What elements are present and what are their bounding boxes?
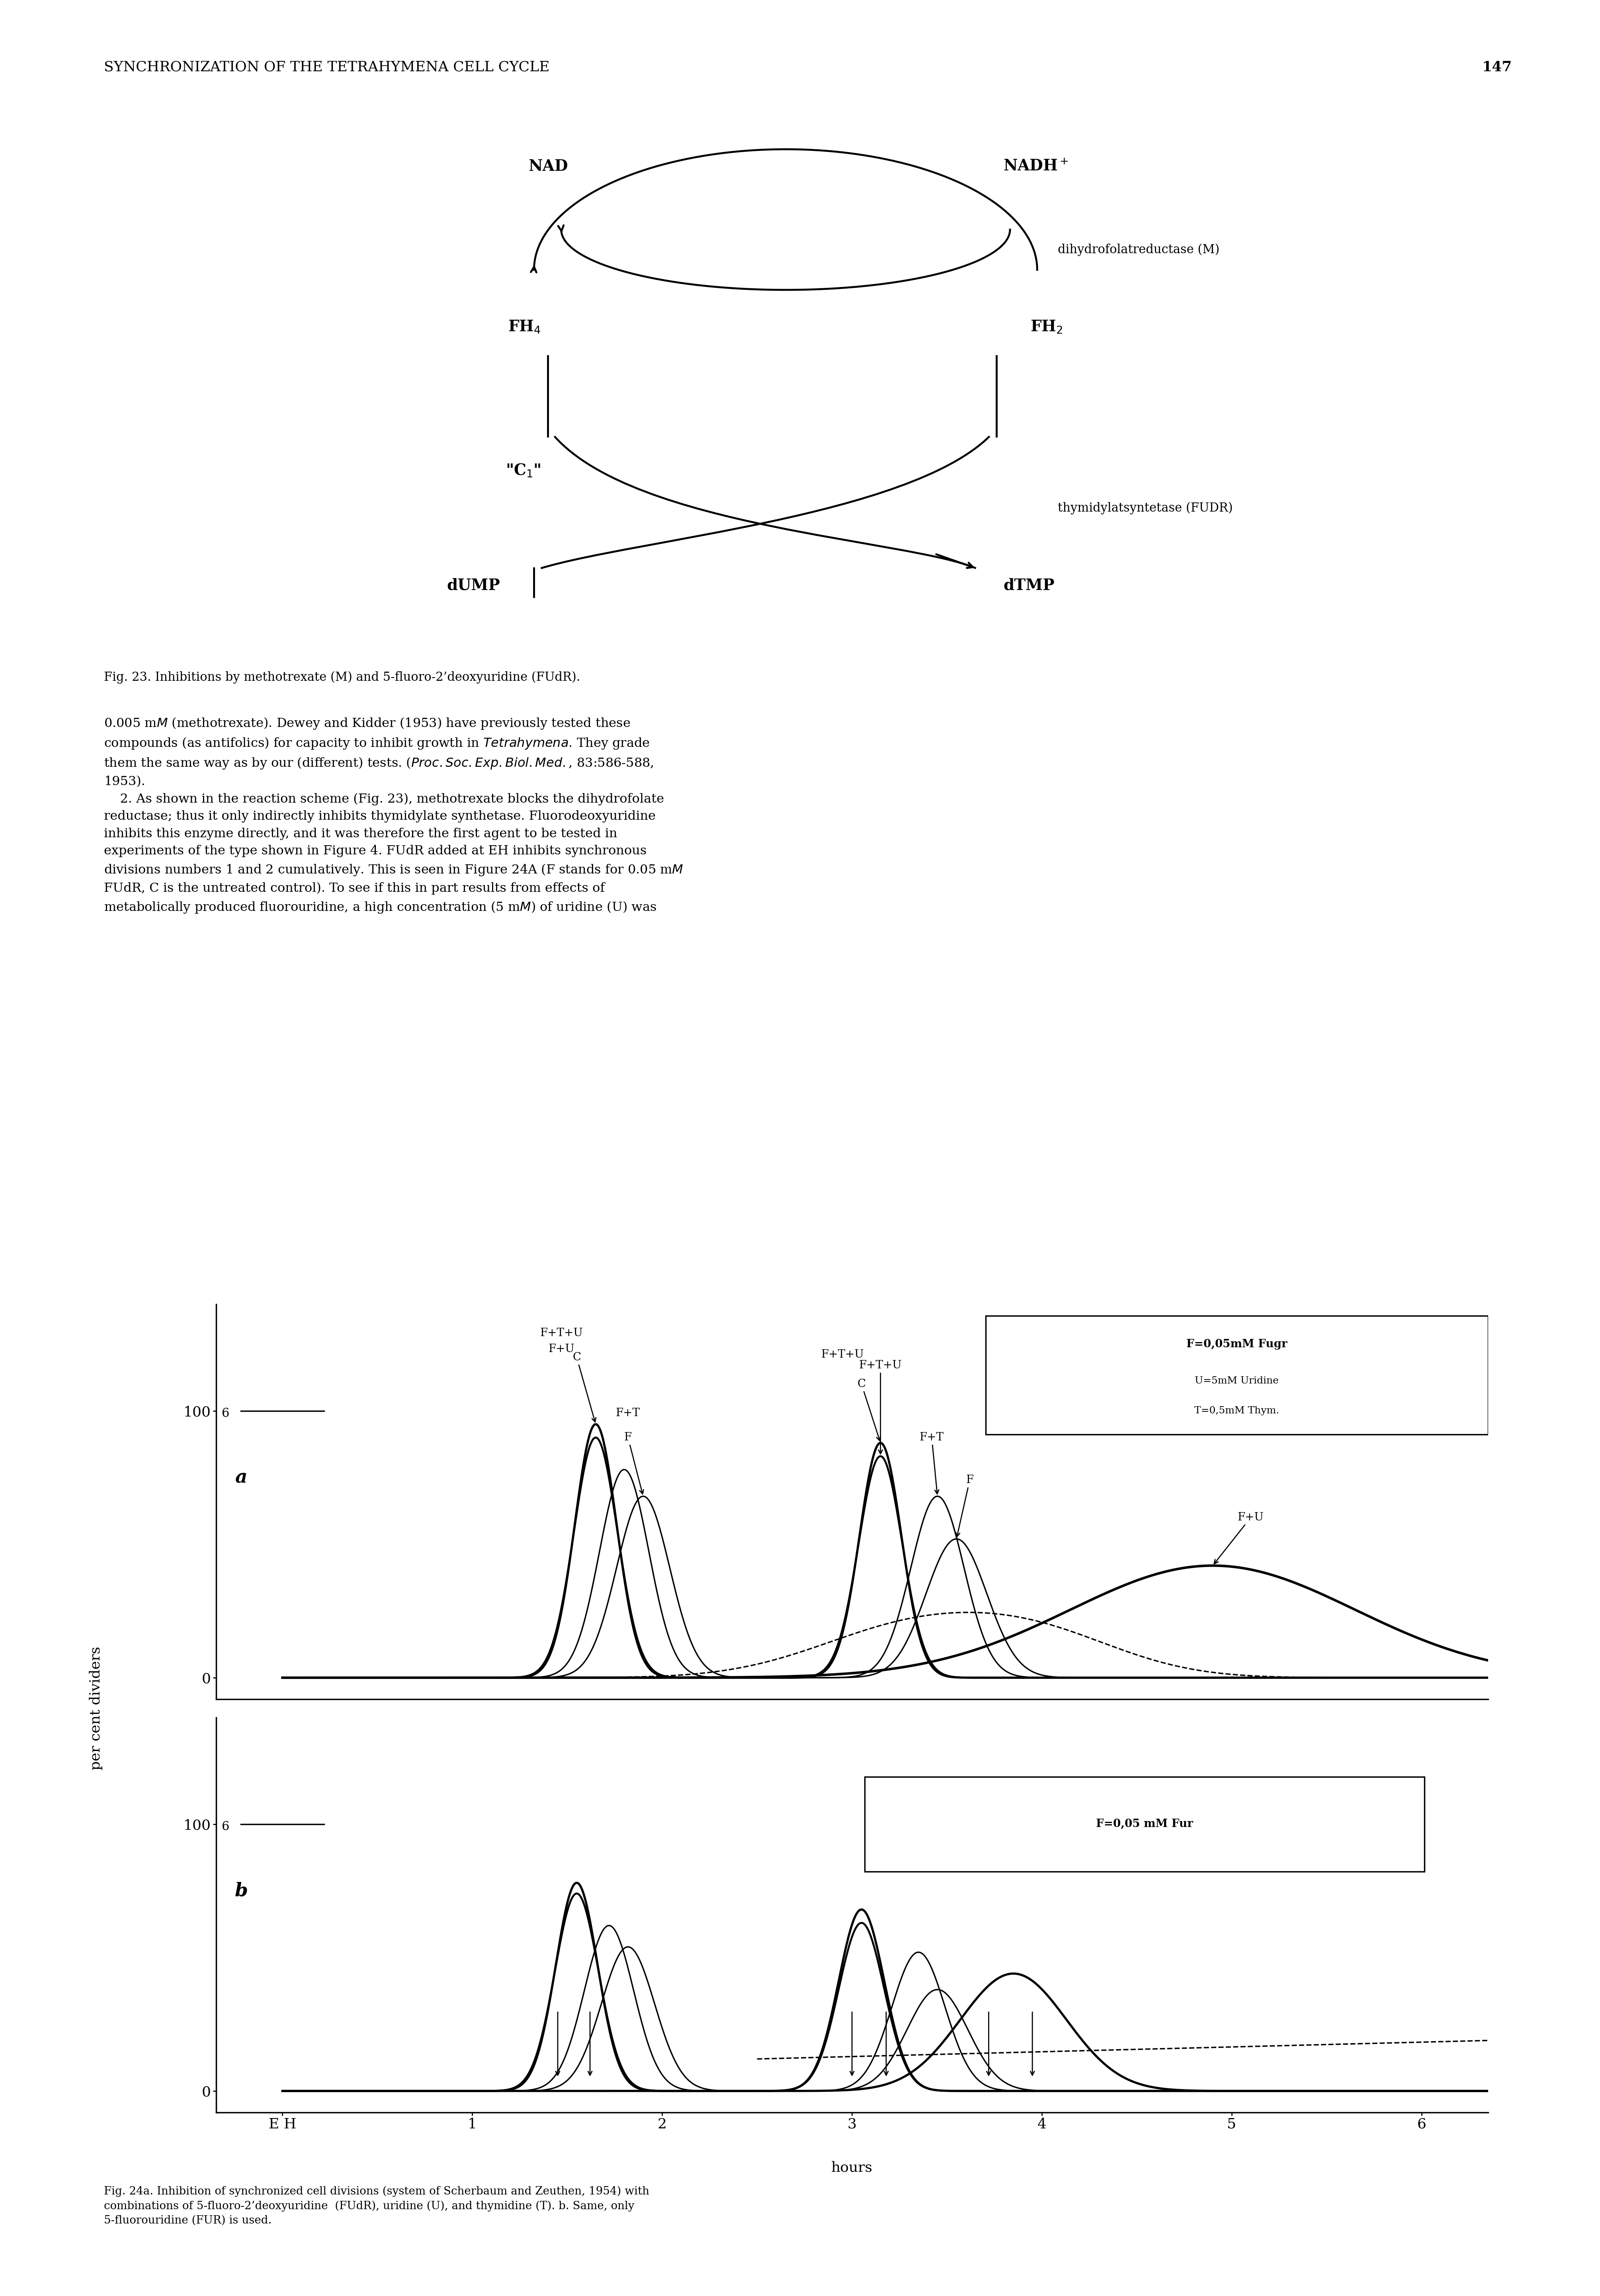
Text: F+T+U: F+T+U [859,1359,902,1453]
Text: FH$_2$: FH$_2$ [1030,319,1062,335]
Text: F: F [955,1474,973,1536]
Text: NAD: NAD [528,158,568,174]
Text: per cent dividers: per cent dividers [90,1646,102,1770]
Text: 0.005 m$\mathit{M}$ (methotrexate). Dewey and Kidder (1953) have previously test: 0.005 m$\mathit{M}$ (methotrexate). Dewe… [104,716,683,914]
Text: C: C [858,1380,880,1440]
Text: NADH$^+$: NADH$^+$ [1003,158,1069,174]
Text: hours: hours [832,2161,872,2174]
FancyBboxPatch shape [864,1777,1424,1871]
Text: F+T: F+T [920,1433,944,1495]
Text: FH$_4$: FH$_4$ [507,319,541,335]
Text: Fig. 23. Inhibitions by methotrexate (M) and 5-fluoro-2’deoxyuridine (FUdR).: Fig. 23. Inhibitions by methotrexate (M)… [104,670,581,684]
Text: dihydrofolatreductase (M): dihydrofolatreductase (M) [1058,243,1219,255]
Text: F+T: F+T [616,1407,640,1419]
Text: T=0,5mM Thym.: T=0,5mM Thym. [1194,1405,1280,1414]
Text: 6: 6 [222,1821,229,1832]
Text: Fig. 24a. Inhibition of synchronized cell divisions (system of Scherbaum and Zeu: Fig. 24a. Inhibition of synchronized cel… [104,2186,650,2225]
Text: F=0,05 mM Fur: F=0,05 mM Fur [1096,1818,1194,1830]
Text: U=5mM Uridine: U=5mM Uridine [1195,1375,1278,1384]
Text: F: F [624,1433,643,1495]
Text: dTMP: dTMP [1003,579,1054,592]
Text: F+U: F+U [549,1343,574,1355]
Text: b: b [235,1883,248,1901]
Text: C: C [573,1352,595,1421]
Text: F+T+U: F+T+U [821,1350,864,1359]
Text: F+U: F+U [1214,1513,1264,1564]
Text: SYNCHRONIZATION OF THE TETRAHYMENA CELL CYCLE: SYNCHRONIZATION OF THE TETRAHYMENA CELL … [104,60,550,73]
Text: dUMP: dUMP [446,579,499,592]
Text: "C$_1$": "C$_1$" [506,464,541,478]
Text: 6: 6 [222,1407,229,1419]
Text: a: a [235,1469,246,1488]
Text: F=0,05mM Fugr: F=0,05mM Fugr [1186,1339,1288,1350]
Text: F+T+U: F+T+U [541,1327,582,1339]
FancyBboxPatch shape [986,1316,1488,1435]
Text: 147: 147 [1482,60,1512,73]
Text: thymidylatsyntetase (FUDR): thymidylatsyntetase (FUDR) [1058,503,1232,514]
